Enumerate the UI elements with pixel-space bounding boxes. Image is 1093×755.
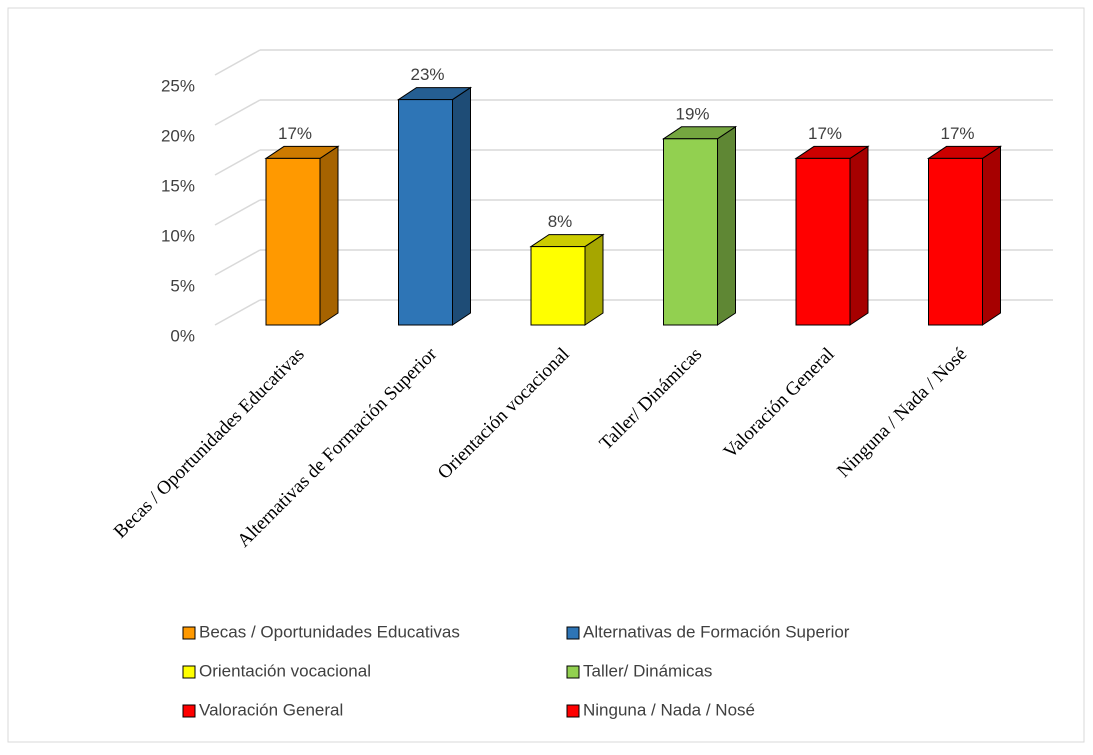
legend-label: Taller/ Dinámicas [583,661,712,680]
data-label: 8% [548,212,573,231]
bar-side [717,125,736,326]
legend-swatch [182,626,196,640]
y-tick-label: 20% [161,126,195,145]
data-label: 23% [410,65,444,84]
bar [398,99,453,326]
bar [663,138,718,326]
bar [795,157,851,326]
bar [530,246,586,326]
bar [928,157,983,326]
legend-swatch [182,704,196,718]
legend-swatch [182,665,196,679]
bar [265,157,321,326]
grid-line-side [214,99,261,126]
legend-label: Valoración General [199,700,343,719]
bar-side [584,233,604,326]
data-label: 19% [675,104,709,123]
grid-line-side [214,199,261,226]
grid-line-side [214,249,261,276]
y-tick-label: 15% [161,176,195,195]
grid-line-side [214,299,261,326]
legend-label: Orientación vocacional [199,661,371,680]
bar-side [982,145,1001,326]
data-label: 17% [808,124,842,143]
bar-side [319,145,339,326]
legend-label: Becas / Oportunidades Educativas [199,622,460,641]
grid-line-side [214,49,261,76]
data-label: 17% [940,124,974,143]
legend-swatch [566,704,580,718]
y-tick-label: 25% [161,76,195,95]
legend-label: Alternativas de Formación Superior [583,622,850,641]
y-tick-label: 5% [170,276,195,295]
legend-swatch [566,626,580,640]
data-label: 17% [278,124,312,143]
legend-label: Ninguna / Nada / Nosé [583,700,755,719]
y-tick-label: 0% [170,326,195,345]
chart-frame [7,7,1085,743]
y-tick-label: 10% [161,226,195,245]
bar-side [849,145,869,326]
legend-swatch [566,665,580,679]
grid-line-side [214,149,261,176]
bar-side [452,86,471,326]
